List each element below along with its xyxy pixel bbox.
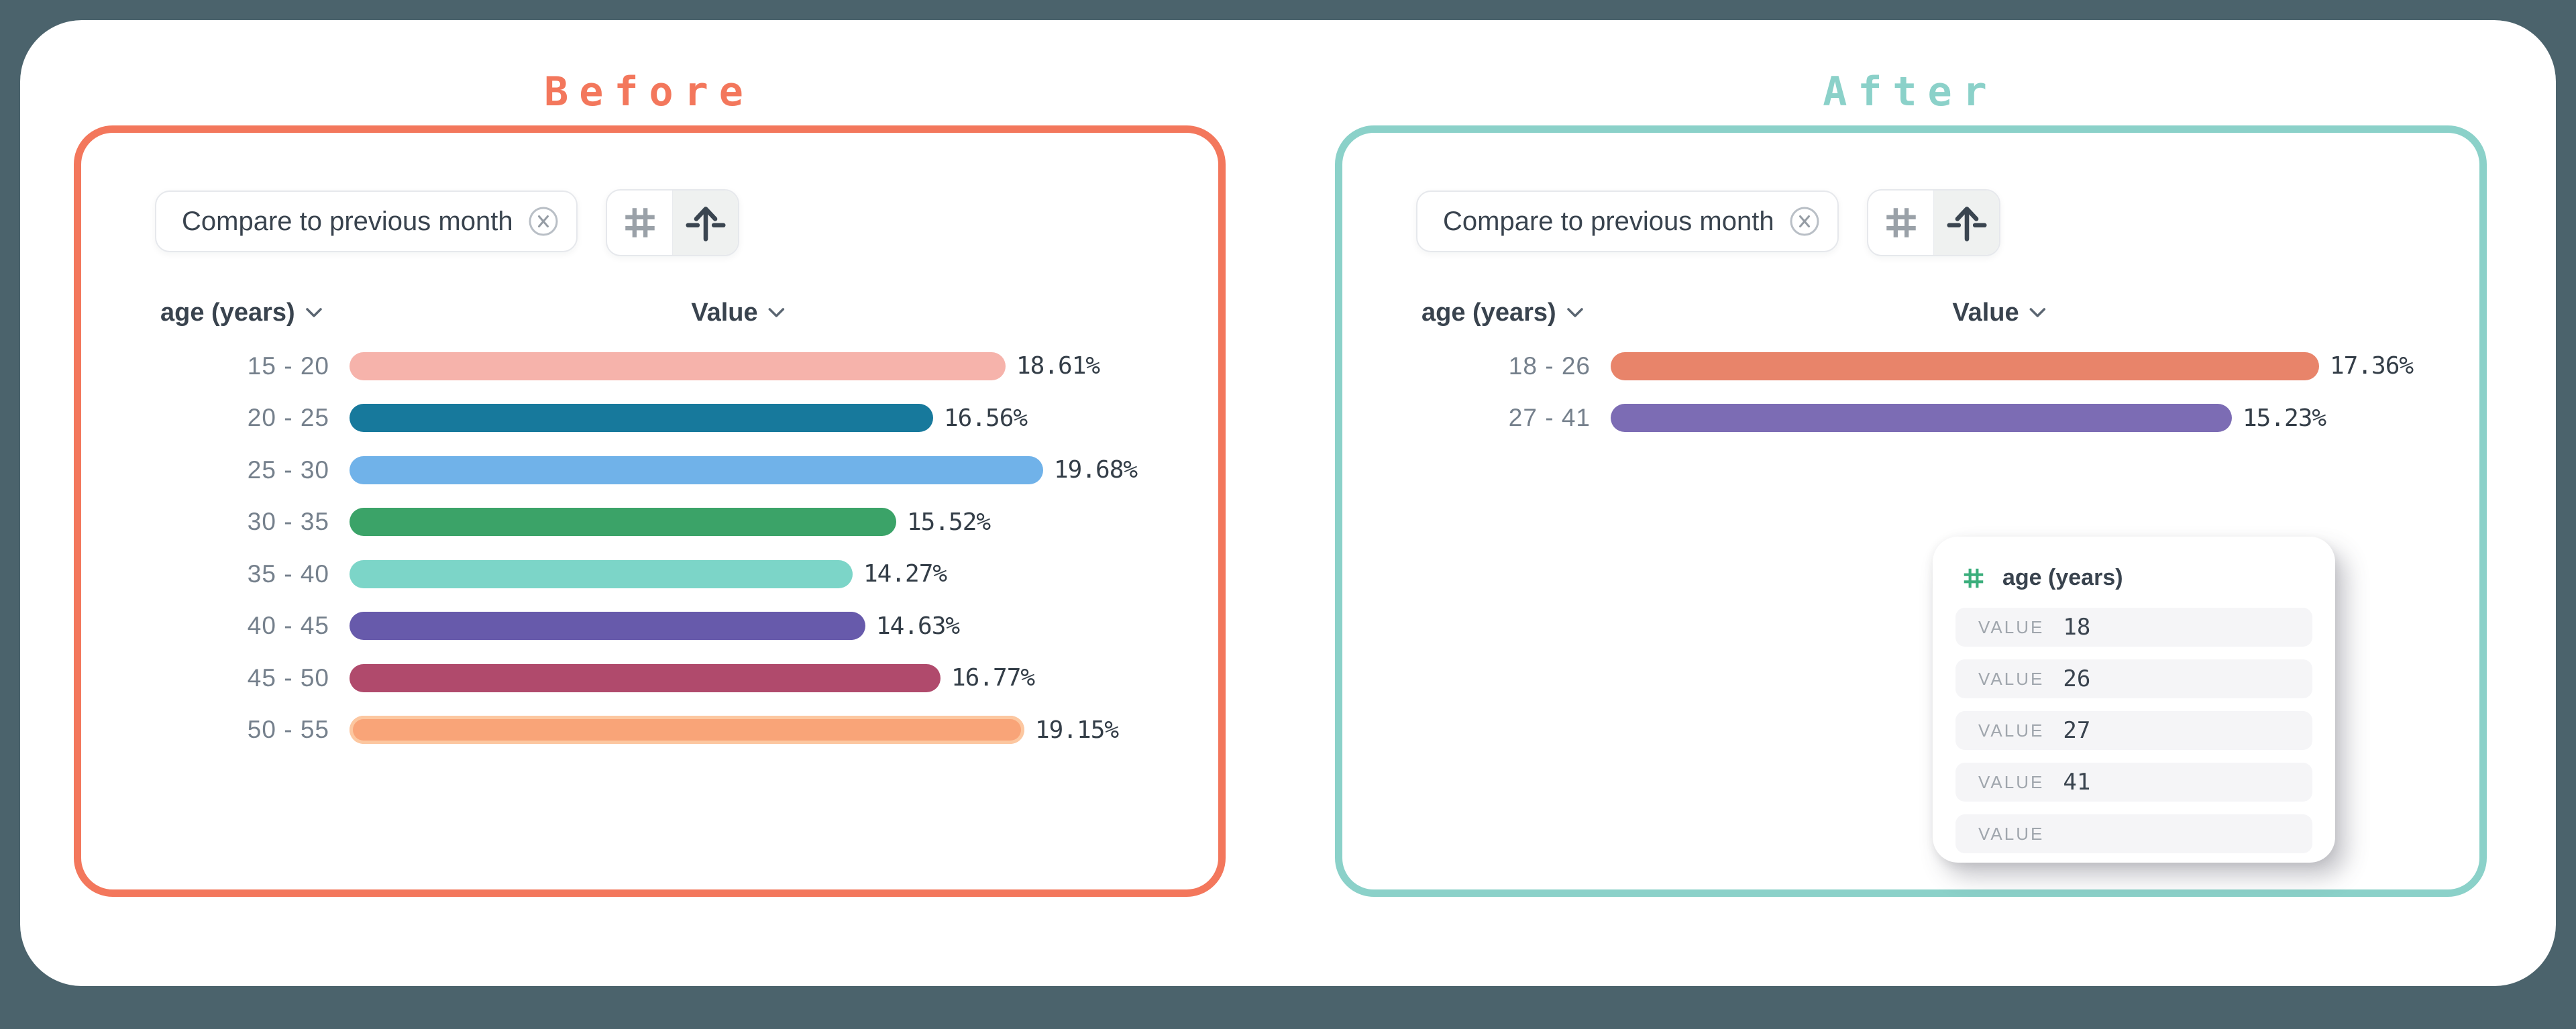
bucket-range-label: 15 - 20 — [247, 351, 329, 380]
bucket-range-label: 40 - 45 — [247, 612, 329, 640]
chart-row: 45 - 50 16.77% — [81, 652, 1205, 704]
chart-row: 35 - 40 14.27% — [81, 548, 1205, 600]
chart-row: 50 - 55 19.15% — [81, 704, 1205, 757]
value-field-label: VALUE — [1978, 771, 2045, 792]
value-field-label: VALUE — [1978, 616, 2045, 637]
bar-value-label: 18.61% — [1016, 352, 1100, 380]
chart-row: 15 - 20 18.61% — [81, 340, 1205, 392]
bar-value-label: 15.23% — [2243, 404, 2326, 432]
custom-bucket-property: age (years) — [1933, 537, 2335, 595]
arrow-up-threshold-icon — [685, 207, 726, 241]
value-field-input[interactable]: 18 — [2063, 614, 2091, 641]
chart-row: 27 - 41 15.23% — [1342, 392, 2466, 445]
chip-label: Compare to previous month — [1443, 206, 1774, 236]
chart-row: 30 - 35 15.52% — [81, 496, 1205, 549]
numeric-mode-button[interactable] — [607, 191, 672, 255]
bar-value-label: 17.36% — [2330, 352, 2414, 380]
compare-filter-chip[interactable]: Compare to previous month — [155, 191, 578, 252]
value-field-input[interactable]: 41 — [2063, 769, 2091, 796]
value-bar[interactable] — [350, 404, 933, 433]
value-header-label: Value — [691, 298, 758, 327]
dimension-header[interactable]: age (years) — [1421, 294, 1585, 331]
value-bar[interactable] — [350, 508, 896, 537]
value-bar[interactable] — [350, 663, 941, 692]
value-field-label: VALUE — [1978, 823, 2045, 844]
after-panel: Compare to previous month age (yea — [1335, 125, 2487, 897]
bucket-range-label: 45 - 50 — [247, 663, 329, 692]
value-header[interactable]: Value — [1952, 294, 2047, 331]
dimension-header-label: age (years) — [1421, 298, 1556, 327]
bucket-range-label: 25 - 30 — [247, 455, 329, 484]
bucket-mode-button[interactable] — [1933, 191, 1999, 255]
value-field-label: VALUE — [1978, 668, 2045, 689]
custom-bucket-value-field[interactable]: VALUE — [1955, 814, 2312, 853]
circle-x-icon[interactable] — [1789, 206, 1820, 237]
chart-row: 40 - 45 14.63% — [81, 600, 1205, 653]
custom-bucket-popup: age (years) VALUE 18 VALUE 26 VALUE 27 VALUE 41… — [1933, 537, 2335, 863]
hash-icon — [1886, 208, 1916, 237]
value-field-input[interactable]: 27 — [2063, 717, 2091, 744]
arrow-up-threshold-icon — [1946, 207, 1987, 241]
chevron-down-icon — [768, 308, 785, 317]
circle-x-icon[interactable] — [528, 206, 559, 237]
hash-icon — [625, 208, 655, 237]
bar-value-label: 19.68% — [1054, 456, 1138, 484]
dimension-header[interactable]: age (years) — [160, 294, 323, 331]
chart-row: 18 - 26 17.36% — [1342, 340, 2466, 392]
chart-row: 25 - 30 19.68% — [81, 444, 1205, 496]
bar-value-label: 14.27% — [863, 560, 947, 588]
value-field-input[interactable]: 26 — [2063, 665, 2091, 692]
hash-icon — [1964, 568, 1984, 588]
bar-value-label: 15.52% — [907, 508, 991, 536]
chevron-down-icon — [2029, 308, 2046, 317]
custom-bucket-value-field[interactable]: VALUE 41 — [1955, 763, 2312, 802]
bar-chart: 15 - 20 18.61% 20 - 25 16.56% 25 - 30 19.68% 3… — [81, 340, 1205, 756]
bar-value-label: 16.56% — [944, 404, 1028, 432]
custom-bucket-property-label: age (years) — [2002, 565, 2123, 590]
value-bar[interactable] — [350, 559, 853, 588]
custom-bucket-value-field[interactable]: VALUE 27 — [1955, 711, 2312, 750]
custom-bucket-fields: VALUE 18 VALUE 26 VALUE 27 VALUE 41 VALUE — [1933, 608, 2335, 853]
before-panel: Compare to previous month age (yea — [74, 125, 1226, 897]
bucket-range-label: 50 - 55 — [247, 716, 329, 744]
bucket-range-label: 27 - 41 — [1508, 404, 1591, 432]
display-mode-toggle — [606, 189, 739, 256]
value-header-label: Value — [1952, 298, 2019, 327]
chevron-down-icon — [305, 308, 322, 317]
bar-chart: 18 - 26 17.36% 27 - 41 15.23% — [1342, 340, 2466, 444]
numeric-mode-button[interactable] — [1868, 191, 1933, 255]
bucket-range-label: 18 - 26 — [1508, 351, 1591, 380]
value-bar[interactable] — [1611, 404, 2232, 433]
bucket-mode-button[interactable] — [672, 191, 738, 255]
before-title: Before — [544, 68, 754, 115]
value-field-label: VALUE — [1978, 720, 2045, 741]
bucket-range-label: 30 - 35 — [247, 508, 329, 536]
value-header[interactable]: Value — [691, 294, 786, 331]
value-bar[interactable] — [350, 455, 1043, 484]
value-bar[interactable] — [350, 612, 865, 641]
bar-value-label: 16.77% — [951, 664, 1035, 692]
chart-row: 20 - 25 16.56% — [81, 392, 1205, 445]
chip-label: Compare to previous month — [182, 206, 513, 236]
bar-value-label: 14.63% — [876, 612, 960, 640]
after-title: After — [1823, 68, 1998, 115]
chevron-down-icon — [1566, 308, 1583, 317]
dimension-header-label: age (years) — [160, 298, 295, 327]
bucket-range-label: 35 - 40 — [247, 559, 329, 588]
value-bar[interactable] — [1611, 351, 2319, 380]
compare-filter-chip[interactable]: Compare to previous month — [1416, 191, 1839, 252]
custom-bucket-value-field[interactable]: VALUE 26 — [1955, 659, 2312, 698]
value-bar[interactable] — [350, 716, 1024, 745]
value-bar[interactable] — [350, 351, 1006, 380]
bucket-range-label: 20 - 25 — [247, 404, 329, 432]
bar-value-label: 19.15% — [1035, 716, 1119, 744]
custom-bucket-value-field[interactable]: VALUE 18 — [1955, 608, 2312, 647]
display-mode-toggle — [1867, 189, 2000, 256]
